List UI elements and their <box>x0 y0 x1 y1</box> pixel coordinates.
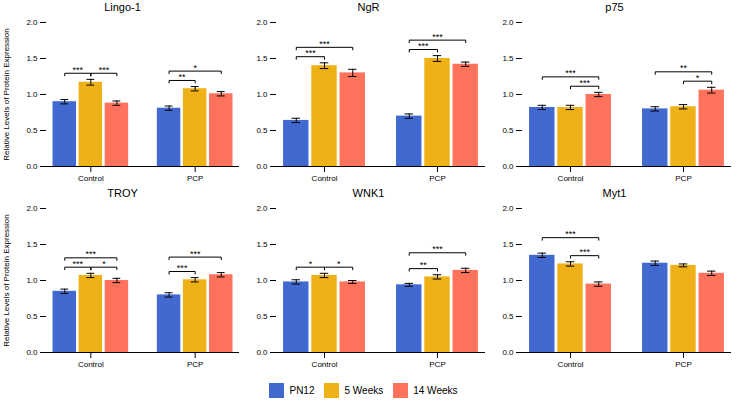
svg-text:***: *** <box>432 244 443 254</box>
svg-text:Relative Levels of Protein Exp: Relative Levels of Protein Expression <box>2 28 11 161</box>
svg-text:***: *** <box>579 78 590 88</box>
svg-text:PCP: PCP <box>429 360 445 369</box>
svg-text:2.0: 2.0 <box>502 204 514 213</box>
html-text:WNK1: WNK1 <box>352 187 385 199</box>
svg-text:Control: Control <box>78 360 104 369</box>
svg-text:1.0: 1.0 <box>256 90 268 99</box>
svg-text:***: *** <box>565 68 576 78</box>
svg-text:0.0: 0.0 <box>256 162 268 171</box>
svg-text:0.0: 0.0 <box>26 162 38 171</box>
html-text:14 Weeks: 14 Weeks <box>413 385 458 396</box>
svg-text:***: *** <box>73 65 84 75</box>
svg-text:*: * <box>309 259 313 269</box>
svg-text:1.0: 1.0 <box>256 276 268 285</box>
svg-text:*: * <box>337 259 341 269</box>
svg-text:PCP: PCP <box>429 174 445 183</box>
svg-text:0.0: 0.0 <box>256 348 268 357</box>
svg-text:***: *** <box>177 263 188 273</box>
svg-text:Control: Control <box>558 174 584 183</box>
svg-text:Control: Control <box>558 360 584 369</box>
svg-text:**: ** <box>179 72 187 82</box>
svg-text:***: *** <box>579 247 590 257</box>
svg-text:1.0: 1.0 <box>26 276 38 285</box>
svg-text:***: *** <box>73 259 84 269</box>
svg-text:***: *** <box>86 249 97 259</box>
svg-text:***: *** <box>190 249 201 259</box>
svg-text:PCP: PCP <box>675 360 691 369</box>
svg-text:PCP: PCP <box>187 174 203 183</box>
html-text:PN12: PN12 <box>289 385 315 396</box>
svg-text:1.5: 1.5 <box>26 54 38 63</box>
svg-text:Control: Control <box>312 174 338 183</box>
svg-text:0.5: 0.5 <box>256 312 268 321</box>
html-text:TROY: TROY <box>107 187 138 199</box>
svg-text:1.5: 1.5 <box>256 240 268 249</box>
svg-text:1.0: 1.0 <box>502 90 514 99</box>
svg-text:1.0: 1.0 <box>26 90 38 99</box>
svg-text:**: ** <box>420 260 428 270</box>
svg-text:***: *** <box>432 32 443 42</box>
svg-text:*: * <box>696 73 700 83</box>
html-text:p75: p75 <box>605 1 624 13</box>
html-text:5 Weeks: 5 Weeks <box>344 385 384 396</box>
svg-text:1.5: 1.5 <box>26 240 38 249</box>
svg-text:*: * <box>193 63 197 73</box>
svg-text:1.5: 1.5 <box>256 54 268 63</box>
svg-text:2.0: 2.0 <box>26 204 38 213</box>
svg-text:1.5: 1.5 <box>502 240 514 249</box>
svg-text:0.5: 0.5 <box>26 126 38 135</box>
svg-text:Control: Control <box>78 174 104 183</box>
svg-text:0.5: 0.5 <box>26 312 38 321</box>
svg-text:PCP: PCP <box>675 174 691 183</box>
svg-text:Control: Control <box>312 360 338 369</box>
svg-text:***: *** <box>319 39 330 49</box>
svg-text:2.0: 2.0 <box>256 18 268 27</box>
svg-text:0.5: 0.5 <box>256 126 268 135</box>
html-text:NgR: NgR <box>357 1 380 13</box>
svg-text:0.0: 0.0 <box>26 348 38 357</box>
svg-text:0.5: 0.5 <box>502 126 514 135</box>
svg-text:0.0: 0.0 <box>502 162 514 171</box>
html-text:Myt1: Myt1 <box>602 187 627 199</box>
svg-text:2.0: 2.0 <box>26 18 38 27</box>
svg-text:***: *** <box>305 48 316 58</box>
svg-text:***: *** <box>565 229 576 239</box>
svg-text:***: *** <box>99 65 110 75</box>
html-text:Lingo-1: Lingo-1 <box>104 1 141 13</box>
svg-text:Relative Levels of Protein Exp: Relative Levels of Protein Expression <box>2 214 11 347</box>
svg-text:0.0: 0.0 <box>502 348 514 357</box>
svg-text:PCP: PCP <box>187 360 203 369</box>
svg-text:**: ** <box>680 63 688 73</box>
svg-text:2.0: 2.0 <box>502 18 514 27</box>
svg-text:2.0: 2.0 <box>256 204 268 213</box>
svg-text:1.0: 1.0 <box>502 276 514 285</box>
svg-text:0.5: 0.5 <box>502 312 514 321</box>
svg-text:1.5: 1.5 <box>502 54 514 63</box>
svg-text:***: *** <box>418 41 429 51</box>
svg-text:*: * <box>102 259 106 269</box>
